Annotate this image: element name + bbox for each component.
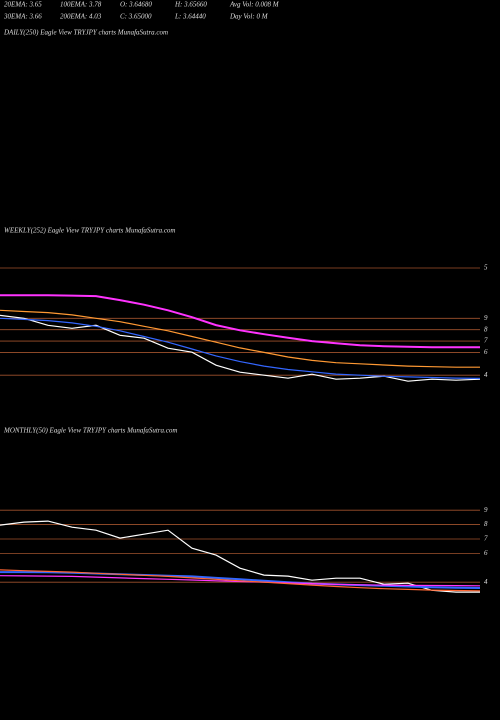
header-stat: H: 3.65660	[174, 1, 207, 9]
panel-title: DAILY(250) Eagle View TRYJPY charts Muna…	[3, 29, 168, 37]
y-tick-label: 8	[484, 325, 488, 333]
series-line	[0, 520, 480, 593]
series-line	[0, 575, 481, 587]
header-stat: C: 3.65000	[120, 13, 152, 21]
header-stat: Day Vol: 0 M	[229, 13, 269, 21]
panel-title: WEEKLY(252) Eagle View TRYJPY charts Mun…	[4, 227, 175, 235]
series-line	[0, 314, 481, 382]
series-line	[0, 569, 481, 592]
header-stat: 100EMA: 3.78	[60, 1, 102, 9]
y-tick-label: 7	[484, 337, 488, 345]
header-stat: Avg Vol: 0.008 M	[229, 1, 280, 9]
series-line	[0, 294, 480, 349]
y-tick-label: 4	[484, 371, 488, 379]
header-stat: 20EMA: 3.65	[4, 1, 42, 9]
y-tick-label: 7	[484, 535, 488, 543]
y-tick-label: 6	[484, 549, 488, 557]
y-tick-label: 4	[484, 578, 488, 586]
header: 20EMA: 3.65 100EMA: 3.78 O: 3.64680 H: 3…	[3, 1, 280, 37]
series-line	[0, 309, 480, 368]
y-tick-label: 8	[484, 520, 488, 528]
y-tick-label: 6	[484, 348, 488, 356]
header-stat: 30EMA: 3.66	[3, 13, 42, 21]
annotation: 5	[484, 264, 488, 272]
header-stat: L: 3.64440	[174, 13, 206, 21]
y-tick-label: 9	[484, 314, 488, 322]
header-stat: O: 3.64680	[120, 1, 152, 9]
panel-title: MONTHLY(50) Eagle View TRYJPY charts Mun…	[3, 427, 177, 435]
y-tick-label: 9	[484, 506, 488, 514]
series-line	[0, 317, 481, 379]
header-stat: 200EMA: 4.03	[60, 13, 102, 21]
